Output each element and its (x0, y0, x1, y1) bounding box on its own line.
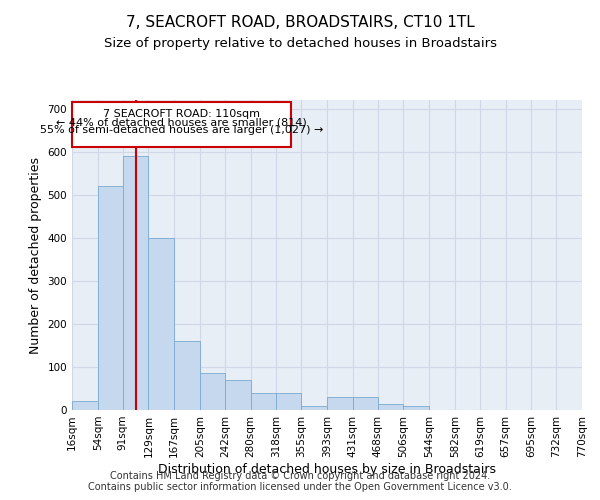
Text: 7, SEACROFT ROAD, BROADSTAIRS, CT10 1TL: 7, SEACROFT ROAD, BROADSTAIRS, CT10 1TL (125, 15, 475, 30)
Text: ← 44% of detached houses are smaller (814): ← 44% of detached houses are smaller (81… (56, 117, 307, 127)
Bar (123, 156, 148, 410)
Bar (403, 406, 429, 410)
Bar (353, 397, 378, 410)
Bar (148, 238, 174, 410)
FancyBboxPatch shape (72, 102, 291, 148)
Bar (225, 380, 251, 410)
Bar (98, 186, 123, 410)
Bar (378, 404, 403, 410)
Bar (174, 341, 200, 410)
Text: 7 SEACROFT ROAD: 110sqm: 7 SEACROFT ROAD: 110sqm (103, 110, 260, 120)
Text: Contains HM Land Registry data © Crown copyright and database right 2024.
Contai: Contains HM Land Registry data © Crown c… (88, 471, 512, 492)
Bar (72, 402, 98, 410)
Bar (200, 374, 225, 410)
Bar (301, 406, 327, 410)
Bar (276, 393, 301, 410)
Bar (251, 393, 276, 410)
Bar (327, 397, 353, 410)
X-axis label: Distribution of detached houses by size in Broadstairs: Distribution of detached houses by size … (158, 462, 496, 475)
Y-axis label: Number of detached properties: Number of detached properties (29, 156, 42, 354)
Text: 55% of semi-detached houses are larger (1,027) →: 55% of semi-detached houses are larger (… (40, 124, 323, 134)
Text: Size of property relative to detached houses in Broadstairs: Size of property relative to detached ho… (104, 38, 497, 51)
